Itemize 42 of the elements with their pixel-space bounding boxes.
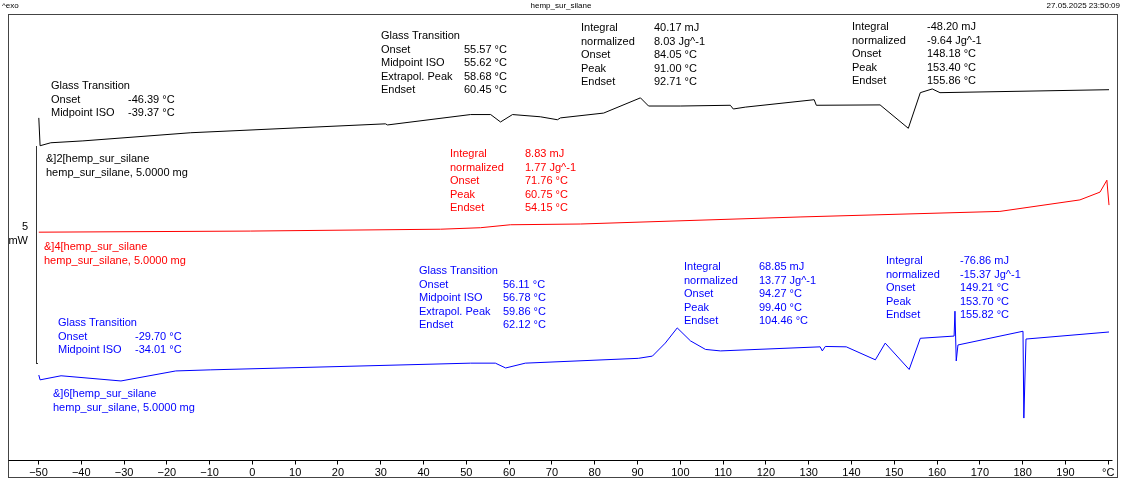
- x-tick-label: °C: [1102, 465, 1115, 478]
- x-tick-label: −50: [29, 465, 48, 478]
- x-tick-label: −10: [200, 465, 219, 478]
- x-tick-label: 40: [417, 465, 430, 478]
- x-tick-label: 150: [885, 465, 904, 478]
- text: Integral 8.83 mJ normalized 1.77 Jg^-1 Onset 71.76 °C Peak 60.75 °C Endset 54.15 °C: [450, 147, 577, 213]
- text: Glass Transition Onset 56.11 °C Midpoint ISO 56.78 °C Extrapol. Peak 59.86 °C Endset 62.12 °C: [419, 264, 546, 330]
- text: Glass Transition Onset -29.70 °C Midpoint ISO -34.01 °C: [58, 316, 182, 355]
- x-tick-label: 190: [1056, 465, 1075, 478]
- x-tick-label: 120: [756, 465, 776, 478]
- x-tick-label: 60: [503, 465, 516, 478]
- x-tick-label: 50: [460, 465, 473, 478]
- x-tick-label: 140: [842, 465, 861, 478]
- series-label: &]2[hemp_sur_silane hemp_sur_silane, 5.0000 mg: [46, 152, 188, 179]
- text: Integral 40.17 mJ normalized 8.03 Jg^-1 Onset 84.05 °C Peak 91.00 °C Endset 92.71 °C: [581, 21, 706, 87]
- x-tick-label: 70: [545, 465, 559, 478]
- annotation: 5 mW: [8, 220, 28, 247]
- x-tick-label: 0: [249, 465, 256, 478]
- x-tick-label: −20: [157, 465, 177, 478]
- x-tick-label: 90: [631, 465, 644, 478]
- x-tick-label: 170: [970, 465, 990, 478]
- x-tick-label: −40: [71, 465, 91, 478]
- x-tick-label: 30: [374, 465, 387, 478]
- x-tick-label: 100: [671, 465, 690, 478]
- text: Glass Transition Onset -46.39 °C Midpoint ISO -39.37 °C: [51, 79, 175, 118]
- x-tick-label: 110: [714, 465, 732, 478]
- text: Integral 68.85 mJ normalized 13.77 Jg^-1 Onset 94.27 °C Peak 99.40 °C Endset 104.46 °C: [684, 260, 817, 326]
- text: Integral -76.86 mJ normalized -15.37 Jg^-1 Onset 149.21 °C Peak 153.70 °C Endset 155.82 °C: [886, 254, 1021, 320]
- x-tick-label: 130: [799, 465, 818, 478]
- text: Integral -48.20 mJ normalized -9.64 Jg^-1 Onset 148.18 °C Peak 153.40 °C Endset 155.86 °C: [852, 20, 982, 86]
- x-tick-label: 10: [289, 465, 302, 478]
- x-tick-label: 160: [927, 465, 947, 478]
- text: Glass Transition Onset 55.57 °C Midpoint ISO 55.62 °C Extrapol. Peak 58.68 °C Endset 60.45 °C: [381, 29, 507, 95]
- series-label: &]6[hemp_sur_silane hemp_sur_silane, 5.0000 mg: [53, 387, 195, 414]
- series-label: &]4[hemp_sur_silane hemp_sur_silane, 5.0000 mg: [44, 240, 186, 267]
- text: ^exo: [2, 1, 19, 11]
- x-tick-label: 180: [1013, 465, 1032, 478]
- x-tick-label: 80: [588, 465, 601, 478]
- x-tick-label: 20: [331, 465, 345, 478]
- text: 27.05.2025 23:50:09: [1046, 1, 1120, 11]
- x-tick-label: −30: [114, 465, 134, 478]
- chart-title: hemp_sur_silane: [530, 1, 592, 10]
